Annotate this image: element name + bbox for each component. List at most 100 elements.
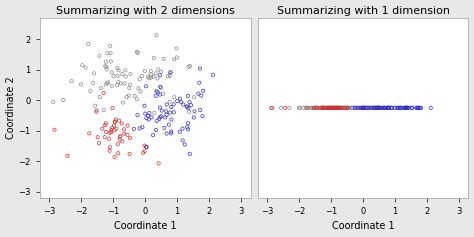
Point — [84, 42, 92, 46]
Point — [114, 142, 122, 146]
Point — [338, 106, 346, 110]
Title: Summarizing with 1 dimension: Summarizing with 1 dimension — [276, 5, 449, 16]
Point — [413, 106, 421, 110]
Point — [332, 106, 339, 110]
Point — [112, 118, 119, 121]
Point — [136, 126, 143, 130]
Point — [378, 106, 385, 110]
Point — [102, 82, 109, 86]
Point — [158, 109, 165, 112]
Point — [356, 106, 364, 110]
Point — [328, 106, 336, 110]
Point — [352, 106, 359, 110]
Point — [307, 106, 315, 110]
Point — [184, 121, 192, 125]
Point — [138, 74, 146, 78]
Point — [414, 106, 421, 110]
Point — [349, 106, 356, 110]
Point — [328, 106, 336, 110]
Point — [282, 106, 289, 110]
Point — [388, 106, 396, 110]
Point — [149, 133, 157, 137]
Point — [374, 106, 382, 110]
Point — [335, 106, 342, 110]
Point — [348, 106, 356, 110]
Point — [332, 106, 339, 110]
Point — [402, 106, 410, 110]
Point — [388, 106, 396, 110]
X-axis label: Coordinate 1: Coordinate 1 — [114, 221, 176, 232]
Point — [375, 106, 383, 110]
Point — [315, 106, 323, 110]
Point — [68, 79, 75, 83]
Point — [186, 152, 193, 156]
Point — [155, 117, 163, 121]
Point — [397, 106, 404, 110]
Point — [120, 132, 128, 136]
Point — [330, 106, 338, 110]
Point — [268, 106, 276, 110]
Point — [160, 57, 167, 61]
Point — [93, 108, 100, 112]
Point — [316, 106, 324, 110]
Point — [177, 100, 185, 104]
Point — [104, 80, 112, 84]
Point — [337, 106, 344, 110]
Point — [401, 106, 409, 110]
Point — [353, 106, 360, 110]
Point — [323, 106, 330, 110]
Point — [153, 119, 161, 123]
Point — [108, 84, 116, 88]
Point — [155, 68, 162, 71]
Point — [200, 89, 207, 93]
Point — [156, 85, 164, 89]
Point — [102, 130, 109, 134]
Point — [368, 106, 376, 110]
Point — [166, 111, 174, 114]
Point — [157, 114, 165, 118]
Point — [155, 161, 163, 165]
Point — [374, 106, 381, 110]
Point — [319, 106, 327, 110]
Point — [195, 81, 203, 85]
Point — [60, 98, 67, 102]
Point — [401, 106, 408, 110]
Point — [147, 73, 155, 76]
Point — [165, 123, 173, 127]
X-axis label: Coordinate 1: Coordinate 1 — [332, 221, 394, 232]
Point — [145, 118, 153, 121]
Point — [173, 99, 181, 103]
Point — [184, 128, 192, 131]
Point — [326, 106, 334, 110]
Point — [379, 106, 387, 110]
Point — [90, 72, 98, 75]
Point — [122, 75, 129, 78]
Point — [308, 106, 316, 110]
Point — [183, 125, 191, 129]
Point — [114, 74, 121, 78]
Point — [111, 120, 118, 124]
Point — [170, 58, 178, 61]
Point — [135, 86, 142, 90]
Point — [112, 127, 120, 131]
Point — [355, 106, 362, 110]
Point — [110, 124, 118, 128]
Point — [137, 90, 144, 93]
Point — [399, 106, 406, 110]
Point — [376, 106, 383, 110]
Point — [101, 135, 109, 139]
Point — [374, 106, 382, 110]
Point — [124, 124, 131, 128]
Point — [338, 106, 346, 110]
Point — [196, 108, 204, 112]
Point — [184, 94, 191, 98]
Point — [111, 155, 118, 159]
Point — [104, 51, 111, 55]
Point — [118, 72, 126, 76]
Point — [330, 106, 337, 110]
Point — [303, 106, 311, 110]
Point — [319, 106, 327, 110]
Point — [334, 106, 341, 110]
Point — [380, 106, 388, 110]
Point — [147, 76, 155, 79]
